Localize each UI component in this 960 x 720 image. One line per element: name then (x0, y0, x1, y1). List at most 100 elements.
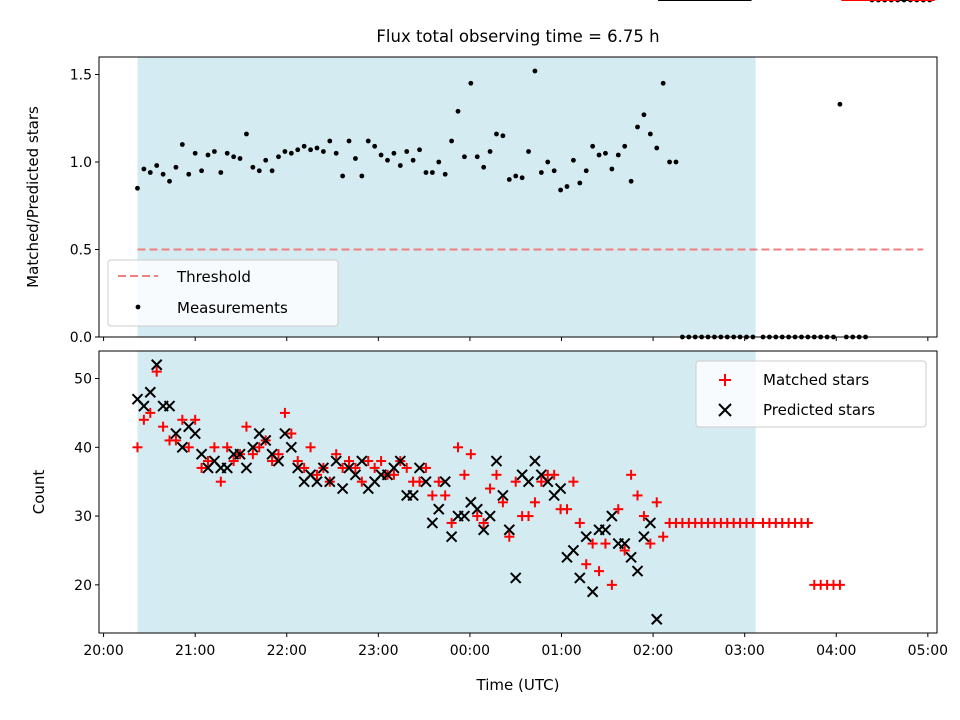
x-tick-label: 05:00 (908, 643, 948, 659)
predicted-marker (413, 462, 426, 474)
measurement-point (160, 171, 166, 177)
bottom-axes-frame (98, 350, 938, 634)
predicted-marker (542, 475, 554, 488)
measurement-point (596, 152, 602, 158)
matched-marker (331, 449, 342, 460)
predicted-marker (317, 462, 330, 474)
predicted-marker (529, 455, 541, 467)
predicted-marker (234, 448, 246, 460)
measurement-point (237, 156, 243, 161)
matched-marker (254, 442, 265, 453)
matched-marker (587, 538, 598, 549)
measurement-point (320, 149, 326, 154)
matched-marker (145, 407, 156, 418)
matched-marker (600, 538, 611, 549)
matched-marker (581, 559, 592, 570)
matched-marker (215, 476, 226, 487)
x-tick-label: 01:00 (541, 643, 581, 659)
matched-marker (446, 517, 457, 528)
bottom-matched-markers (132, 0, 935, 590)
predicted-marker (144, 386, 156, 398)
legend-matched-label: Matched stars (763, 371, 869, 389)
measurement-point (410, 157, 416, 163)
measurement-point (282, 149, 288, 154)
measurement-point (506, 177, 512, 182)
y-tick-label: 1.0 (70, 155, 92, 171)
matched-marker (549, 469, 560, 480)
measurement-point (250, 164, 256, 170)
y-tick-label: 1.5 (70, 68, 92, 84)
predicted-marker (221, 462, 233, 474)
predicted-marker (497, 489, 509, 502)
matched-marker (606, 579, 617, 590)
x-tick-label: 04:00 (816, 643, 856, 659)
predicted-marker (195, 448, 208, 460)
measurement-point (571, 157, 576, 163)
measurement-point (468, 80, 474, 86)
measurement-point (654, 145, 660, 151)
bottom-legend-box (695, 360, 927, 428)
measurement-point (635, 124, 640, 130)
matched-marker (747, 517, 758, 528)
predicted-marker (471, 503, 483, 515)
matched-marker (523, 511, 534, 522)
measurement-point (615, 152, 621, 158)
measurement-point (372, 143, 378, 149)
matched-marker (632, 490, 643, 501)
measurement-point (429, 170, 435, 175)
matched-marker (485, 483, 496, 494)
predicted-marker (240, 462, 253, 474)
matched-marker (491, 469, 502, 480)
legend-predicted-swatch (718, 403, 732, 417)
x-tick-label: 02:00 (633, 643, 673, 659)
matched-marker (802, 517, 813, 528)
x-tick-label: 03:00 (724, 643, 764, 659)
predicted-marker (420, 475, 432, 488)
predicted-marker (554, 482, 567, 495)
predicted-marker (599, 524, 612, 536)
predicted-marker (580, 531, 592, 543)
predicted-marker (138, 400, 150, 412)
bottom-panel: 20 30 40 50 20:00 21:00 22:00 23:00 00:00 01:00 0… (30, 0, 948, 694)
measurement-point (173, 164, 179, 170)
matched-marker (626, 469, 637, 480)
y-tick-label: 0.5 (70, 243, 92, 259)
matched-marker (279, 407, 290, 418)
measurement-point (397, 163, 403, 168)
measurement-point (500, 133, 506, 139)
top-measurements (135, 0, 933, 340)
measurement-point (583, 168, 589, 174)
measurement-point (481, 164, 487, 170)
predicted-marker (458, 510, 471, 522)
measurement-point (231, 154, 237, 160)
x-axis-label: Time (UTC) (476, 676, 560, 694)
measurement-point (545, 159, 551, 165)
matched-marker (472, 511, 483, 522)
matched-marker (299, 462, 310, 473)
matched-marker (286, 428, 297, 439)
measurement-point (154, 163, 160, 168)
top-y-label: Matched/Predicted stars (24, 106, 42, 288)
chart-title: Flux total observing time = 6.75 h (376, 27, 659, 46)
predicted-marker (490, 455, 503, 467)
measurement-point (340, 173, 346, 179)
matched-marker (453, 442, 464, 453)
matched-marker (645, 538, 656, 549)
legend-matched-swatch (719, 374, 731, 386)
measurement-point (660, 80, 666, 86)
measurement-point (199, 168, 204, 174)
matched-marker (420, 462, 431, 473)
predicted-marker (644, 517, 657, 529)
x-tick-label: 22:00 (267, 643, 307, 659)
matched-marker (619, 545, 630, 556)
x-tick-label: 21:00 (175, 643, 215, 659)
predicted-marker (330, 455, 342, 467)
measurement-point (474, 154, 480, 160)
measurement-point (256, 168, 262, 174)
matched-marker (651, 497, 662, 508)
predicted-marker (426, 517, 439, 529)
measurement-point (673, 159, 679, 165)
y-tick-label: 20 (74, 578, 92, 594)
bottom-y-label: Count (30, 470, 48, 515)
